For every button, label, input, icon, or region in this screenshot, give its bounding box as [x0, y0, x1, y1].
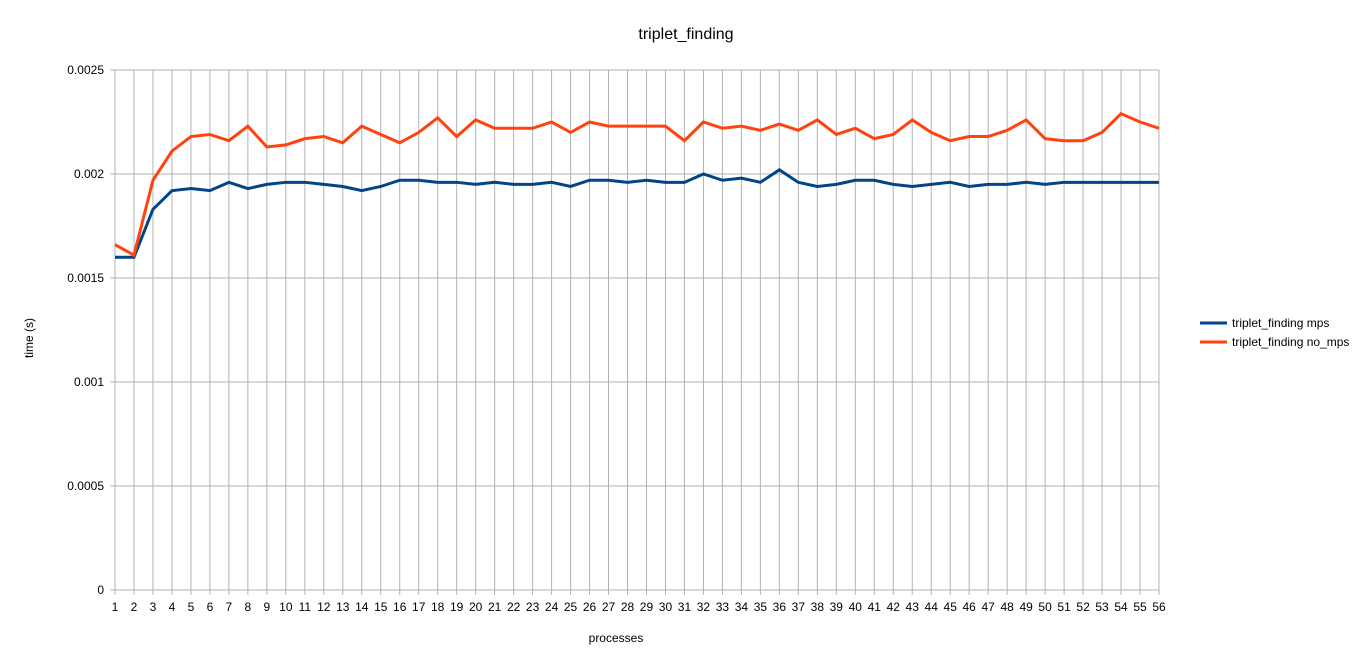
x-tick-label: 22 — [507, 600, 521, 614]
x-tick-label: 6 — [207, 600, 214, 614]
x-tick-label: 42 — [887, 600, 901, 614]
x-tick-label: 19 — [450, 600, 464, 614]
y-tick-label: 0.0005 — [67, 479, 104, 493]
x-tick-label: 14 — [355, 600, 369, 614]
x-tick-label: 9 — [264, 600, 271, 614]
x-tick-label: 41 — [868, 600, 882, 614]
x-tick-label: 38 — [811, 600, 825, 614]
x-tick-label: 10 — [279, 600, 293, 614]
x-tick-label: 31 — [678, 600, 692, 614]
x-tick-label: 5 — [188, 600, 195, 614]
x-tick-label: 56 — [1152, 600, 1166, 614]
x-tick-label: 12 — [317, 600, 331, 614]
series-line-2 — [114, 111, 1160, 258]
x-tick-label: 16 — [393, 600, 407, 614]
x-tick-label: 55 — [1133, 600, 1147, 614]
y-axis-label: time (s) — [22, 318, 36, 358]
x-tick-label: 36 — [773, 600, 787, 614]
x-tick-label: 30 — [659, 600, 673, 614]
x-tick-label: 4 — [169, 600, 176, 614]
x-tick-label: 53 — [1095, 600, 1109, 614]
x-tick-label: 13 — [336, 600, 350, 614]
x-tick-label: 39 — [830, 600, 844, 614]
x-tick-label: 28 — [621, 600, 635, 614]
x-tick-label: 8 — [245, 600, 252, 614]
y-tick-label: 0.001 — [74, 375, 104, 389]
x-tick-label: 44 — [925, 600, 939, 614]
x-tick-label: 37 — [792, 600, 806, 614]
y-tick-label: 0.0025 — [67, 63, 104, 77]
x-tick-label: 48 — [1000, 600, 1014, 614]
x-tick-label: 2 — [131, 600, 138, 614]
x-tick-label: 7 — [226, 600, 233, 614]
legend: triplet_finding mps triplet_finding no_mp… — [1200, 316, 1349, 349]
x-tick-label: 47 — [981, 600, 995, 614]
x-tick-label: 45 — [944, 600, 958, 614]
x-tick-label: 20 — [469, 600, 483, 614]
x-tick-label: 15 — [374, 600, 388, 614]
x-tick-label: 1 — [112, 600, 119, 614]
x-tick-label: 40 — [849, 600, 863, 614]
x-tick-label: 52 — [1076, 600, 1090, 614]
chart-title: triplet_finding — [638, 26, 733, 43]
x-axis-label: processes — [589, 631, 644, 645]
x-tick-label: 24 — [545, 600, 559, 614]
x-tick-label: 18 — [431, 600, 445, 614]
y-tick-label: 0.002 — [74, 167, 104, 181]
x-tick-label: 25 — [564, 600, 578, 614]
x-tick-label: 32 — [697, 600, 711, 614]
x-tick-label: 50 — [1038, 600, 1052, 614]
x-tick-label: 27 — [602, 600, 616, 614]
series-line-1 — [115, 168, 1159, 259]
x-tick-label: 11 — [299, 600, 312, 614]
y-axis-ticks: 0 0.0005 0.001 0.0015 0.002 0.0025 — [67, 63, 104, 597]
x-tick-label: 49 — [1019, 600, 1033, 614]
x-tick-label: 46 — [963, 600, 977, 614]
grid — [110, 69, 1160, 595]
x-tick-label: 33 — [716, 600, 730, 614]
x-tick-label: 34 — [735, 600, 749, 614]
y-tick-label: 0.0015 — [67, 271, 104, 285]
x-tick-label: 21 — [488, 600, 502, 614]
x-tick-label: 17 — [412, 600, 426, 614]
x-tick-label: 51 — [1057, 600, 1071, 614]
x-tick-label: 35 — [754, 600, 768, 614]
legend-label: triplet_finding no_mps — [1232, 335, 1349, 349]
x-tick-label: 23 — [526, 600, 540, 614]
x-tick-label: 26 — [583, 600, 597, 614]
x-tick-label: 54 — [1114, 600, 1128, 614]
x-tick-label: 3 — [150, 600, 157, 614]
legend-label: triplet_finding mps — [1232, 316, 1329, 330]
x-tick-label: 43 — [906, 600, 920, 614]
x-axis-ticks: 1 2 3 4 5 6 7 8 9 10 11 12 13 14 15 16 17 18 19 20 21 22 23 24 2… — [112, 600, 1166, 614]
x-tick-label: 29 — [640, 600, 654, 614]
y-tick-label: 0 — [97, 583, 104, 597]
series-lines — [114, 111, 1160, 259]
